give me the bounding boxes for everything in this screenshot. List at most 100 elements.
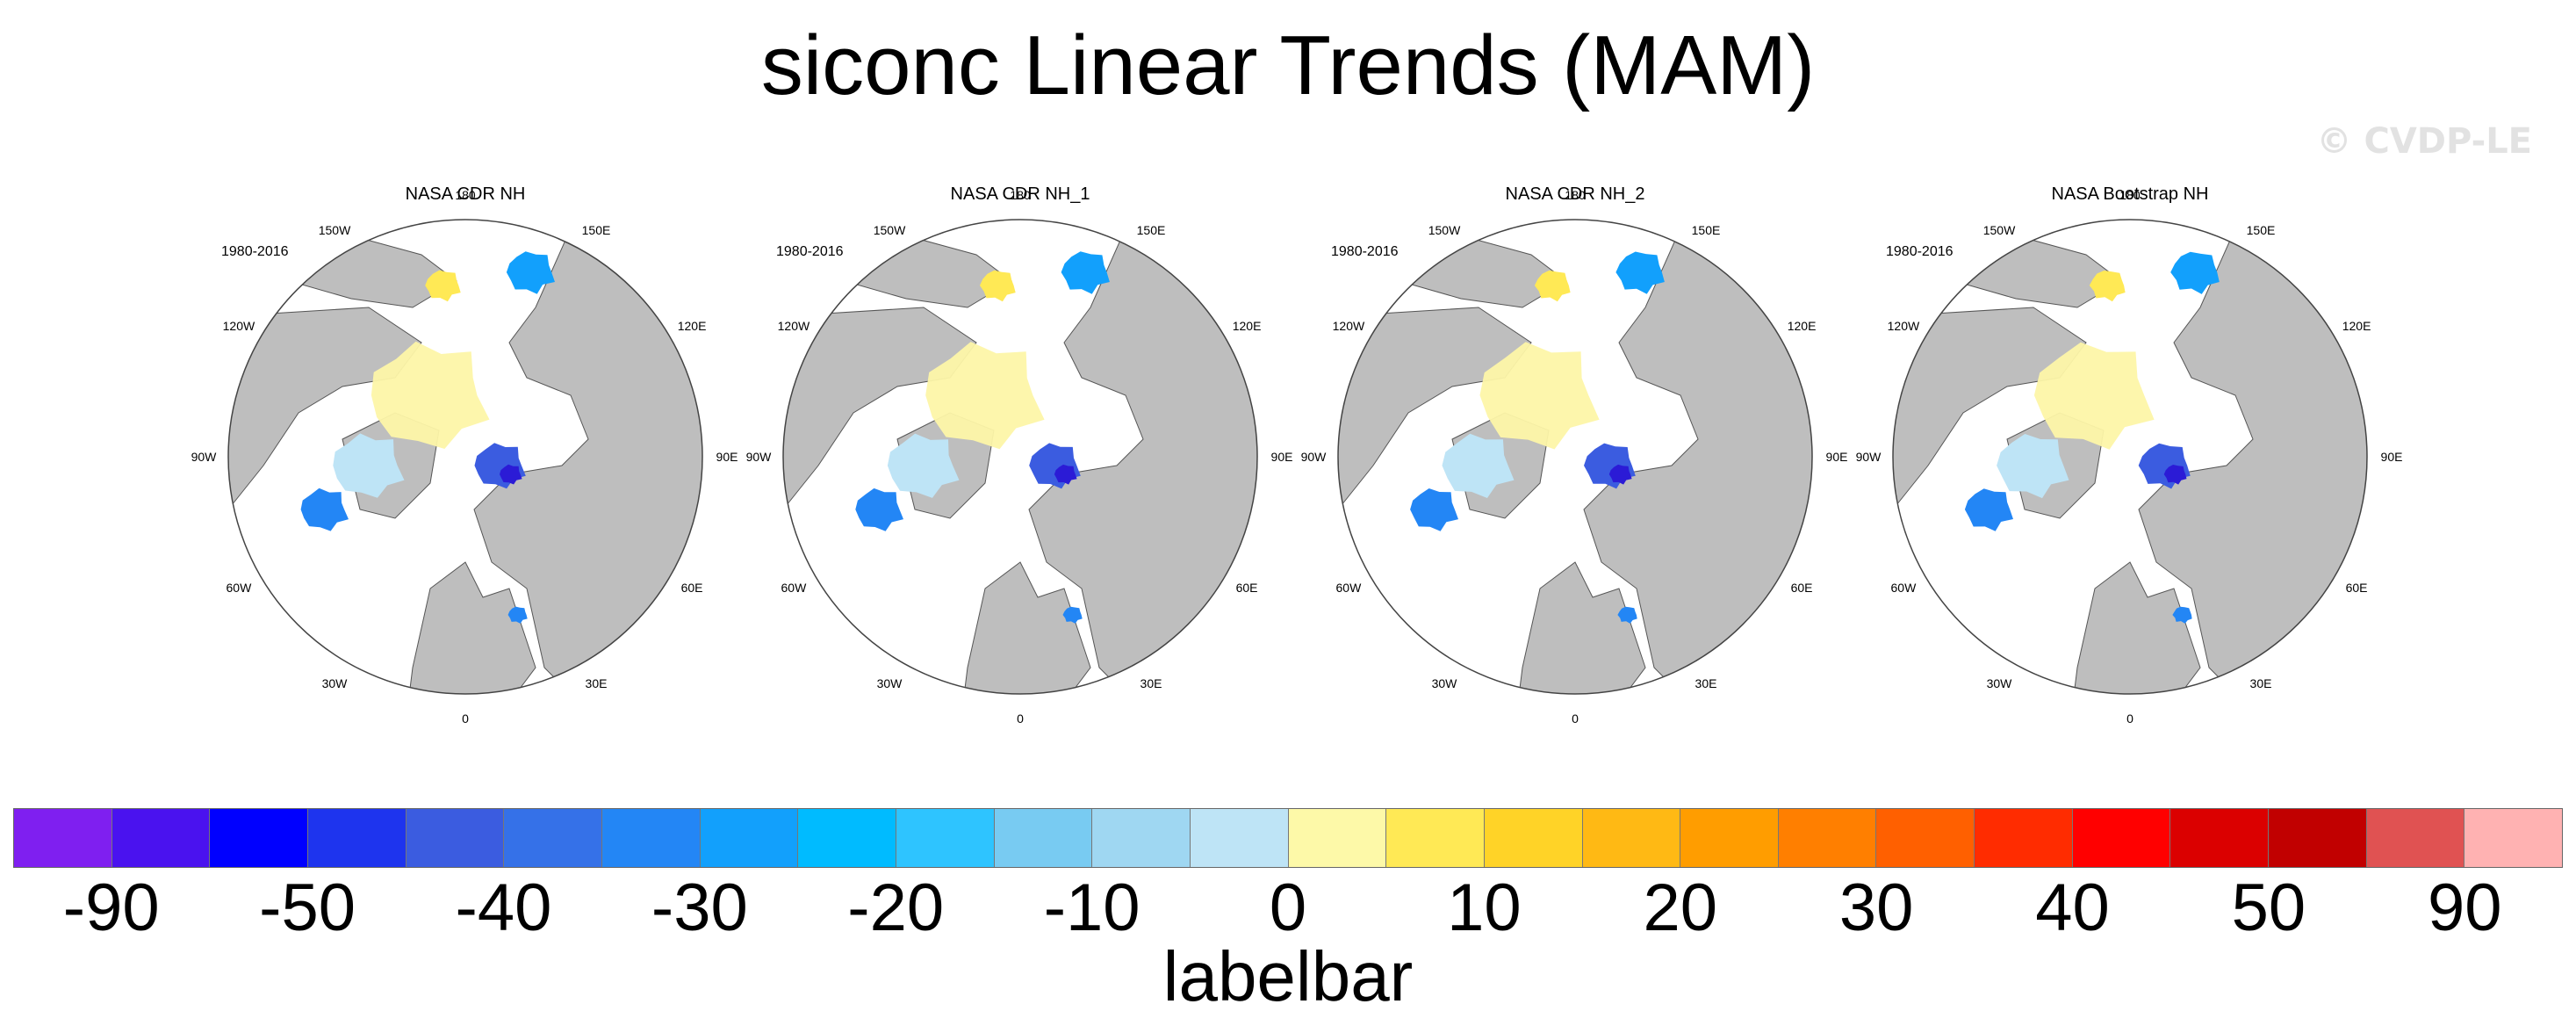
- labelbar-swatch: [1190, 809, 1289, 867]
- longitude-label: 60E: [1235, 581, 1258, 595]
- land-europe: [1513, 561, 1646, 694]
- sea-ice-trend-light-blue: [333, 433, 405, 498]
- labelbar-swatch: [1876, 809, 1975, 867]
- map-panel: NASA CDR NH_1 1980-2016 180 150E 120E 90E 60E…: [745, 176, 1293, 738]
- panel-period: 1980-2016: [776, 244, 844, 259]
- longitude-label: 90W: [745, 450, 772, 464]
- longitude-label: 150W: [1428, 222, 1461, 237]
- labelbar-swatch: [1386, 809, 1485, 867]
- sea-ice-trend-baltic: [1062, 606, 1083, 624]
- longitude-label: 120W: [777, 319, 810, 333]
- longitude-label: 30W: [321, 676, 348, 691]
- longitude-label: 120W: [222, 319, 255, 333]
- labelbar-tick-label: 20: [1643, 870, 1718, 945]
- longitude-label: 90E: [2380, 450, 2403, 464]
- map-border: [782, 219, 1258, 695]
- labelbar-swatch: [601, 809, 701, 867]
- longitude-label: 150W: [1982, 222, 2016, 237]
- panel-title: NASA CDR NH_2: [1505, 184, 1645, 204]
- sea-ice-trend-okhotsk: [1061, 251, 1110, 294]
- longitude-label: 150E: [581, 222, 611, 237]
- longitude-label: 30E: [1140, 676, 1162, 691]
- longitude-label: 90W: [1300, 450, 1327, 464]
- longitude-label: 60E: [680, 581, 703, 595]
- sea-ice-trend-light-blue: [1442, 433, 1515, 498]
- sea-ice-trend-baltic: [507, 606, 528, 624]
- panel-period: 1980-2016: [1331, 244, 1399, 259]
- labelbar-tick-label: 90: [2428, 870, 2502, 945]
- labelbar-swatch: [1778, 809, 1877, 867]
- sea-ice-trend-bering: [425, 270, 461, 302]
- longitude-label: 120W: [1887, 319, 1920, 333]
- labelbar-tick-label: 0: [1269, 870, 1307, 945]
- labelbar-swatch: [1092, 809, 1191, 867]
- longitude-label: 180: [455, 188, 476, 202]
- labelbar-swatch: [700, 809, 799, 867]
- polar-map: [1892, 219, 2368, 695]
- sea-ice-trend-bering: [980, 270, 1016, 302]
- map-panel: NASA CDR NH 1980-2016 180 150E 120E 90E 60E 30…: [191, 176, 738, 738]
- panel-period: 1980-2016: [221, 244, 289, 259]
- map-panel: NASA CDR NH_2 1980-2016 180 150E 120E 90E 60E…: [1300, 176, 1848, 738]
- labelbar-title: labelbar: [1162, 937, 1414, 1015]
- labelbar-tick-label: -30: [651, 870, 748, 945]
- sea-ice-trend-deep: [1054, 464, 1077, 485]
- labelbar-swatch: [994, 809, 1093, 867]
- longitude-label: 120E: [677, 319, 707, 333]
- longitude-label: 120E: [1787, 319, 1817, 333]
- map-border: [227, 219, 703, 695]
- labelbar-tick-label: -50: [259, 870, 356, 945]
- longitude-label: 30E: [1695, 676, 1717, 691]
- labelbar-tick-label: 30: [1838, 870, 1914, 945]
- labelbar-swatch: [1288, 809, 1387, 867]
- sea-ice-trend-yellow: [371, 341, 490, 449]
- longitude-label: 60E: [2345, 581, 2368, 595]
- longitude-label: 30E: [585, 676, 608, 691]
- sea-ice-trend-okhotsk: [506, 251, 555, 294]
- labelbar-swatch: [2072, 809, 2171, 867]
- labelbar-swatch: [1680, 809, 1779, 867]
- labelbar-tick-label: 40: [2035, 870, 2110, 945]
- labelbar-tick-label: -90: [62, 870, 160, 945]
- labelbar-swatch: [2366, 809, 2465, 867]
- labelbar-swatch: [504, 809, 602, 867]
- labelbar-swatch: [1484, 809, 1583, 867]
- labelbar-swatch: [1975, 809, 2073, 867]
- panel-title: NASA CDR NH_1: [950, 184, 1090, 204]
- labelbar-swatch: [406, 809, 505, 867]
- labelbar-swatch: [896, 809, 995, 867]
- polar-map: [782, 219, 1258, 695]
- polar-map: [227, 219, 703, 695]
- land-europe: [958, 561, 1091, 694]
- longitude-label: 150E: [1691, 222, 1721, 237]
- panel-title: NASA CDR NH: [405, 184, 526, 204]
- sea-ice-trend-okhotsk: [2170, 251, 2220, 294]
- panel-period: 1980-2016: [1886, 244, 1954, 259]
- sea-ice-trend-okhotsk: [1615, 251, 1665, 294]
- sea-ice-trend-bering: [1534, 270, 1571, 302]
- sea-ice-trend-baltic: [1617, 606, 1637, 624]
- sea-ice-trend-baltic: [2172, 606, 2192, 624]
- land-north-america: [1338, 307, 1532, 511]
- longitude-label: 0: [2126, 712, 2133, 726]
- sea-ice-trend-blue: [1410, 488, 1458, 531]
- labelbar-swatch: [2269, 809, 2367, 867]
- longitude-label: 90E: [716, 450, 738, 464]
- labelbar-swatch: [210, 809, 308, 867]
- land-north-america: [1893, 307, 2087, 511]
- land-europe: [403, 561, 536, 694]
- longitude-label: 0: [1017, 712, 1024, 726]
- land-north-america: [783, 307, 977, 511]
- longitude-label: 120W: [1332, 319, 1365, 333]
- labelbar-swatch: [1582, 809, 1681, 867]
- longitude-label: 0: [462, 712, 469, 726]
- longitude-label: 180: [1010, 188, 1031, 202]
- longitude-label: 90W: [191, 450, 217, 464]
- labelbar-swatch: [2464, 809, 2563, 867]
- longitude-label: 30W: [1431, 676, 1457, 691]
- labelbar-tick-label: -40: [455, 870, 552, 945]
- map-border: [1337, 219, 1813, 695]
- map-panel: NASA Bootstrap NH 1980-2016 180 150E 120E 90…: [1856, 176, 2403, 738]
- map-border: [1892, 219, 2368, 695]
- longitude-label: 90E: [1270, 450, 1293, 464]
